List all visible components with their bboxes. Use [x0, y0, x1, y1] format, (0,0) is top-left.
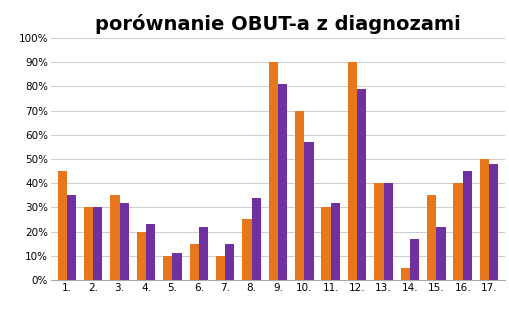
Bar: [189, 244, 199, 280]
Bar: [462, 171, 471, 280]
Bar: [488, 164, 497, 280]
Bar: [225, 244, 234, 280]
Bar: [304, 142, 313, 280]
Bar: [163, 256, 172, 280]
Bar: [242, 219, 251, 280]
Bar: [277, 84, 287, 280]
Bar: [172, 253, 181, 280]
Bar: [426, 195, 435, 280]
Bar: [146, 224, 155, 280]
Bar: [120, 203, 129, 280]
Bar: [374, 183, 383, 280]
Bar: [199, 227, 208, 280]
Bar: [58, 171, 67, 280]
Bar: [268, 62, 277, 280]
Bar: [136, 232, 146, 280]
Bar: [400, 268, 409, 280]
Bar: [84, 207, 93, 280]
Bar: [110, 195, 120, 280]
Bar: [453, 183, 462, 280]
Bar: [479, 159, 488, 280]
Bar: [295, 111, 304, 280]
Bar: [356, 89, 365, 280]
Bar: [347, 62, 356, 280]
Bar: [215, 256, 225, 280]
Bar: [435, 227, 445, 280]
Bar: [409, 239, 418, 280]
Bar: [383, 183, 392, 280]
Bar: [321, 207, 330, 280]
Bar: [67, 195, 76, 280]
Title: porównanie OBUT-a z diagnozami: porównanie OBUT-a z diagnozami: [95, 14, 460, 34]
Bar: [251, 198, 260, 280]
Bar: [330, 203, 340, 280]
Bar: [93, 207, 102, 280]
